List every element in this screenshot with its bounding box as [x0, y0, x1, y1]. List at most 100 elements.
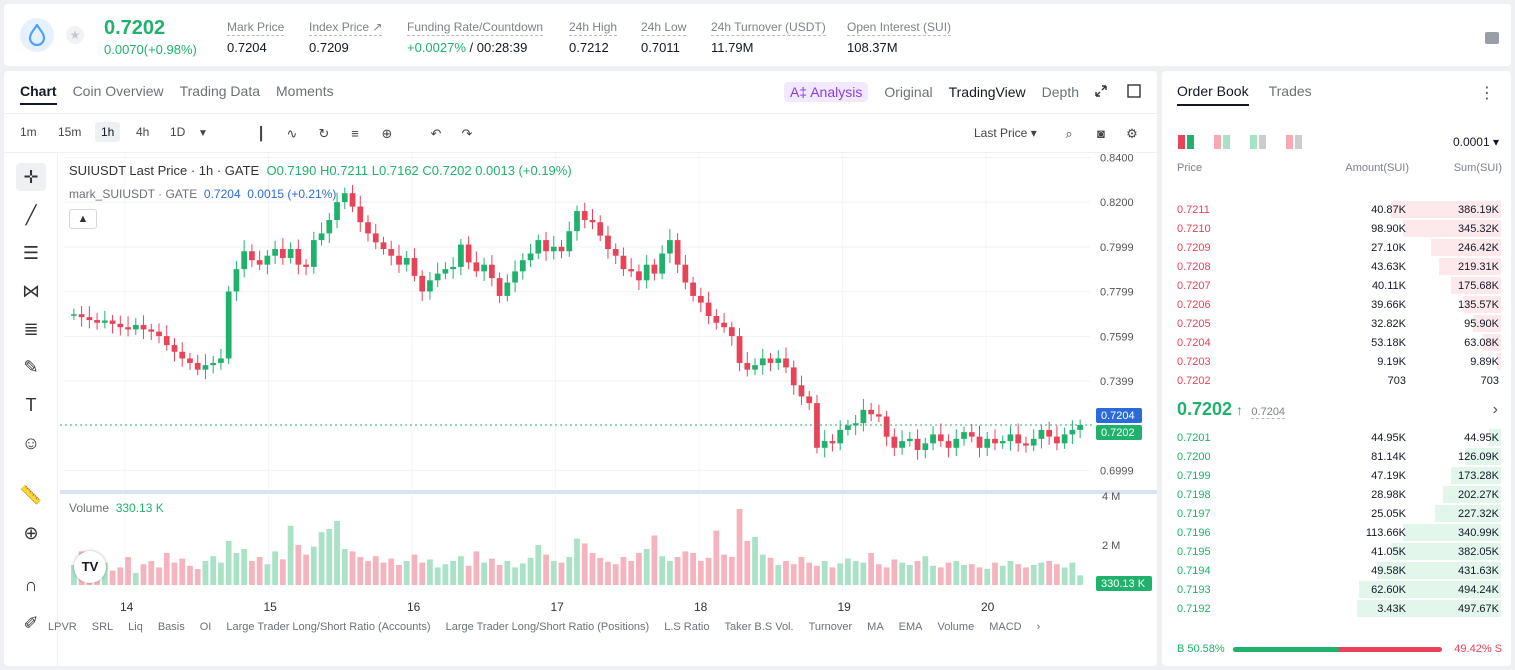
chevron-right-icon[interactable]: › — [1492, 401, 1498, 418]
bid-row[interactable]: 0.7193 62.60K 494.24K — [1162, 580, 1511, 599]
indicator-11[interactable]: EMA — [898, 621, 923, 633]
tab-trades[interactable]: Trades — [1268, 83, 1312, 99]
tab-chart[interactable]: Chart — [20, 83, 57, 105]
ask-row[interactable]: 0.7204 53.18K 63.08K — [1162, 333, 1511, 352]
candle-body — [558, 246, 565, 252]
undo-icon[interactable]: ↶ — [430, 126, 442, 141]
ask-row[interactable]: 0.7209 27.10K 246.42K — [1162, 238, 1511, 257]
replay-icon[interactable]: ↻ — [318, 126, 330, 141]
book-mode-asks-icon[interactable] — [1286, 135, 1302, 149]
ask-row[interactable]: 0.7210 98.90K 345.32K — [1162, 219, 1511, 238]
depth-bar — [1391, 201, 1501, 218]
camera-icon[interactable]: ◙ — [1097, 126, 1105, 141]
original-tab[interactable]: Original — [884, 84, 933, 100]
sui-logo-icon — [20, 18, 54, 52]
tab-order-book[interactable]: Order Book — [1177, 83, 1249, 106]
chevron-right-icon[interactable]: › — [1036, 621, 1041, 633]
indicator-0[interactable]: LPVR — [48, 621, 77, 633]
depth-tab[interactable]: Depth — [1041, 84, 1079, 100]
volume-bar — [256, 557, 263, 585]
bid-row[interactable]: 0.7195 41.05K 382.05K — [1162, 542, 1511, 561]
book-mode-split-icon[interactable] — [1214, 135, 1230, 149]
bid-row[interactable]: 0.7194 49.58K 431.63K — [1162, 561, 1511, 580]
timeframe-1m[interactable]: 1m — [20, 125, 37, 139]
price-type-select[interactable]: Last Price ▾ — [974, 126, 1037, 140]
zoom-in-icon[interactable]: ⊕ — [23, 522, 39, 543]
timeframe-1d[interactable]: 1D — [170, 125, 186, 139]
pattern-icon[interactable]: ⋈ — [22, 280, 40, 301]
text-icon[interactable]: T — [25, 394, 37, 415]
bid-row[interactable]: 0.7197 25.05K 227.32K — [1162, 504, 1511, 523]
redo-icon[interactable]: ↷ — [461, 126, 473, 141]
search-icon[interactable]: ⌕ — [1065, 126, 1073, 141]
bid-row[interactable]: 0.7198 28.98K 202.27K — [1162, 485, 1511, 504]
precision-select[interactable]: 0.0001 ▾ — [1452, 135, 1499, 149]
indicator-3[interactable]: Basis — [157, 621, 185, 633]
collapse-legend-button[interactable]: ▲ — [69, 209, 97, 229]
emoji-icon[interactable]: ☺ — [21, 432, 41, 453]
tab-coin-overview[interactable]: Coin Overview — [72, 83, 164, 99]
timeframe-15m[interactable]: 15m — [58, 125, 82, 139]
book-icon[interactable] — [1485, 32, 1499, 44]
ruler-icon[interactable]: 📏 — [19, 484, 43, 505]
candle-type-icon[interactable]: ┃ — [257, 126, 265, 141]
pencil-lock-icon[interactable]: ✐ — [23, 612, 39, 633]
ask-row[interactable]: 0.7202 703 703 — [1177, 375, 1499, 387]
window-icon[interactable] — [1127, 84, 1141, 98]
tab-moments[interactable]: Moments — [276, 83, 334, 99]
indicator-4[interactable]: OI — [199, 621, 212, 633]
orderbook-panel: Order Book Trades ⋮ 0.0001 ▾ Price Amoun… — [1162, 71, 1511, 666]
timeframe-4h[interactable]: 4h — [136, 125, 150, 139]
crosshair-icon[interactable]: ✛ — [16, 163, 46, 191]
trendline-icon[interactable]: ╱ — [25, 204, 37, 225]
tradingview-tab[interactable]: TradingView — [948, 84, 1026, 100]
indicator-13[interactable]: MACD — [989, 621, 1022, 633]
indicator-5[interactable]: Large Trader Long/Short Ratio (Accounts) — [226, 621, 431, 633]
bid-row[interactable]: 0.7192 3.43K 497.67K — [1162, 599, 1511, 618]
ask-row[interactable]: 0.7211 40.87K 386.19K — [1162, 200, 1511, 219]
ask-row[interactable]: 0.7205 32.82K 95.90K — [1162, 314, 1511, 333]
more-menu-icon[interactable]: ⋮ — [1479, 85, 1495, 102]
indicator-2[interactable]: Liq — [128, 621, 143, 633]
mid-price: 0.7202 ↑ 0.7204 › — [1177, 399, 1498, 419]
timeframe-dropdown-icon[interactable]: ▼ — [198, 128, 208, 139]
fib-icon[interactable]: ≣ — [23, 318, 39, 339]
bid-row[interactable]: 0.7199 47.19K 173.28K — [1162, 466, 1511, 485]
book-mode-both-icon[interactable] — [1178, 135, 1194, 149]
candle-body — [101, 320, 108, 323]
volume-bar — [1038, 562, 1045, 585]
template-icon[interactable]: ≡ — [351, 126, 359, 141]
book-mode-bids-icon[interactable] — [1250, 135, 1266, 149]
indicators-icon[interactable]: ∿ — [286, 126, 298, 141]
ai-analysis-tab[interactable]: A‡ Analysis — [783, 82, 869, 102]
candlestick-chart[interactable]: 0.8400 0.8200 0.7999 0.7799 0.7599 0.7399 0.69… — [60, 153, 1157, 623]
volume-bar — [264, 564, 271, 585]
bid-row[interactable]: 0.7196 113.66K 340.99K — [1162, 523, 1511, 542]
tab-trading-data[interactable]: Trading Data — [179, 83, 261, 99]
volume-bar — [558, 562, 565, 585]
ask-row[interactable]: 0.7208 43.63K 219.31K — [1162, 257, 1511, 276]
ask-row[interactable]: 0.7207 40.11K 175.68K — [1162, 276, 1511, 295]
ask-row[interactable]: 0.7206 39.66K 135.57K — [1162, 295, 1511, 314]
indicator-12[interactable]: Volume — [937, 621, 975, 633]
candle-body — [295, 249, 302, 265]
gear-icon[interactable]: ⚙ — [1126, 126, 1138, 141]
timeframe-1h[interactable]: 1h — [95, 122, 121, 142]
brush-icon[interactable]: ✎ — [23, 356, 39, 377]
bid-row[interactable]: 0.7200 81.14K 126.09K — [1162, 447, 1511, 466]
expand-icon[interactable] — [1094, 84, 1108, 98]
add-alert-icon[interactable]: ⊕ — [381, 126, 393, 141]
price-change: 0.0070(+0.98%) — [104, 42, 197, 57]
indicator-1[interactable]: SRL — [91, 621, 114, 633]
horizontal-lines-icon[interactable]: ☰ — [22, 242, 40, 263]
indicator-7[interactable]: L.S Ratio — [664, 621, 710, 633]
bid-row[interactable]: 0.7201 44.95K 44.95K — [1162, 428, 1511, 447]
indicator-6[interactable]: Large Trader Long/Short Ratio (Positions… — [445, 621, 650, 633]
magnet-icon[interactable]: ∩ — [24, 574, 38, 595]
indicator-9[interactable]: Turnover — [808, 621, 853, 633]
indicator-10[interactable]: MA — [867, 621, 884, 633]
candle-body — [512, 271, 518, 283]
ask-row[interactable]: 0.7203 9.19K 9.89K — [1162, 352, 1511, 371]
indicator-8[interactable]: Taker B.S Vol. — [724, 621, 794, 633]
favorite-star-icon[interactable]: ★ — [66, 26, 84, 44]
